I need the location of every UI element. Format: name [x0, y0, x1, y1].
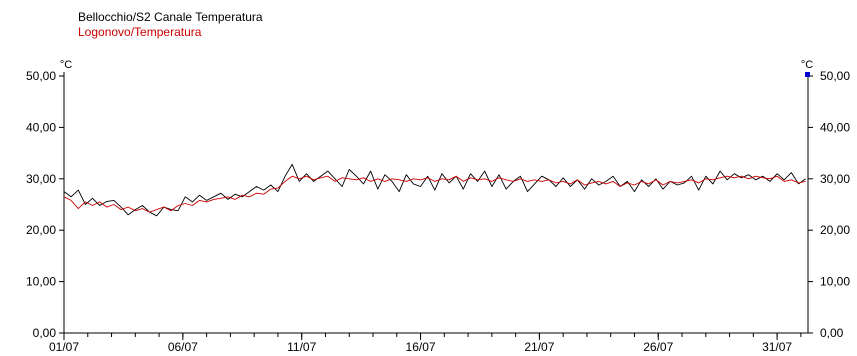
series-line-0 [63, 163, 806, 217]
series-lines [63, 163, 806, 217]
legend-entry-logonovo: Logonovo/Temperatura [78, 25, 202, 39]
y-unit-label-left: °C [60, 59, 72, 71]
x-tick-label: 16/07 [406, 340, 436, 354]
axis-marker [805, 72, 810, 77]
y-tick-label-right: 20,00 [820, 223, 850, 237]
y-tick-label-left: 10,00 [26, 275, 56, 289]
y-tick-label-left: 20,00 [26, 223, 56, 237]
x-tick-label: 26/07 [643, 340, 673, 354]
y-tick-label-left: 40,00 [26, 120, 56, 134]
series-line-1 [63, 175, 806, 213]
legend-entry-bellocchio: Bellocchio/S2 Canale Temperatura [78, 10, 263, 24]
y-tick-label-left: 30,00 [26, 172, 56, 186]
x-tick-label: 01/07 [49, 340, 79, 354]
y-tick-label-left: 50,00 [26, 69, 56, 83]
y-tick-label-right: 50,00 [820, 69, 850, 83]
x-tick-label: 31/07 [762, 340, 792, 354]
y-tick-label-left: 0,00 [33, 326, 57, 340]
y-tick-label-right: 30,00 [820, 172, 850, 186]
x-tick-label: 06/07 [168, 340, 198, 354]
x-tick-label: 11/07 [287, 340, 316, 354]
y-tick-label-right: 0,00 [820, 326, 844, 340]
y-unit-label-right: °C [801, 59, 813, 71]
tick-labels: 0,00 0,00 10,00 10,00 20,00 20,00 30,00 30,00 40… [26, 59, 850, 354]
legend: Bellocchio/S2 Canale Temperatura Logonov… [78, 10, 263, 40]
x-tick-label: 21/07 [524, 340, 554, 354]
y-tick-label-right: 10,00 [820, 275, 850, 289]
axes [59, 72, 813, 340]
y-tick-label-right: 40,00 [820, 120, 850, 134]
